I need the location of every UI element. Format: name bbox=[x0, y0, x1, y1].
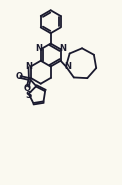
Text: S: S bbox=[26, 91, 32, 100]
Text: N: N bbox=[65, 62, 72, 71]
Text: N: N bbox=[25, 62, 32, 71]
Text: O: O bbox=[15, 72, 22, 80]
Text: O: O bbox=[23, 84, 30, 93]
Text: N: N bbox=[59, 44, 66, 53]
Text: N: N bbox=[35, 44, 42, 53]
